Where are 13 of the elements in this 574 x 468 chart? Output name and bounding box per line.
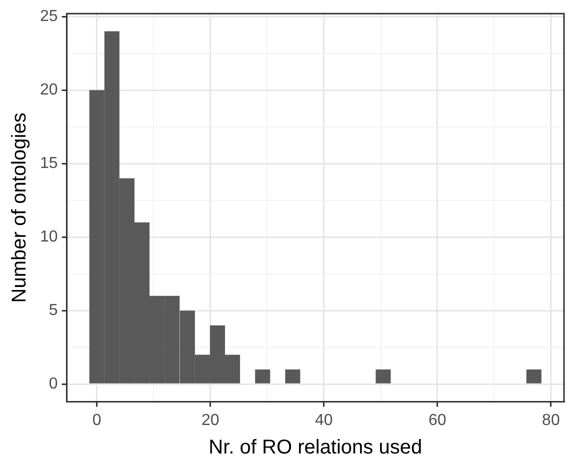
y-tick-label: 15	[40, 154, 58, 172]
x-tick-label: 20	[201, 412, 220, 429]
y-tick-label: 5	[48, 302, 58, 320]
x-tick-label: 0	[92, 412, 102, 429]
x-axis-title: Nr. of RO relations used	[208, 436, 422, 459]
y-tick-label: 0	[48, 376, 58, 393]
y-tick-label: 10	[40, 228, 58, 246]
y-tick-label: 25	[40, 8, 58, 25]
x-tick-label: 60	[428, 412, 446, 429]
y-axis-title: Number of ontologies	[8, 112, 31, 303]
x-tick-label: 40	[315, 412, 333, 429]
y-tick-label: 20	[40, 81, 58, 98]
x-tick-label: 80	[542, 412, 560, 429]
